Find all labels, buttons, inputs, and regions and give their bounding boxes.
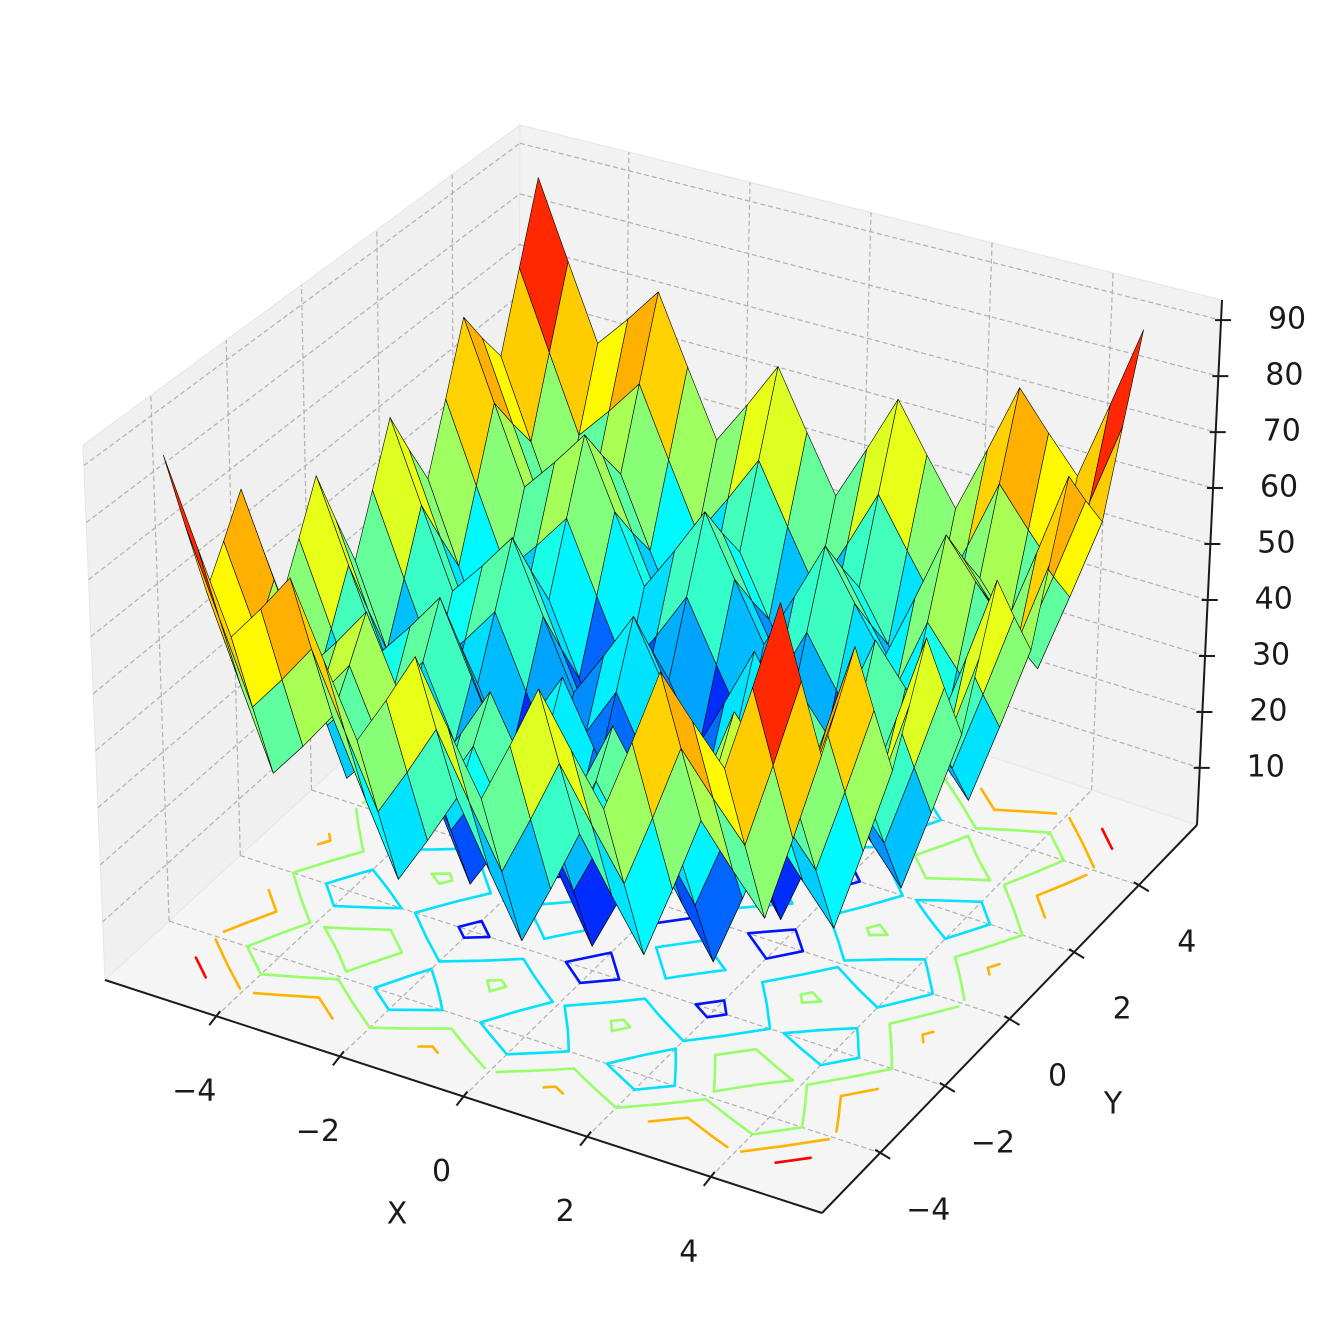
z-tick-label: 10	[1247, 749, 1285, 784]
grid-line	[519, 142, 1222, 321]
grid-line	[710, 789, 1093, 1178]
surface-face	[414, 656, 470, 803]
grid-line	[97, 446, 520, 809]
grid-line	[99, 497, 519, 866]
grid-line	[83, 142, 521, 467]
surface-face	[878, 398, 928, 551]
grid-line	[88, 244, 520, 581]
z-axis-line	[1196, 299, 1223, 826]
surface-face	[566, 434, 616, 597]
surface-face	[948, 579, 998, 738]
z-tick-label: 90	[1268, 302, 1306, 337]
surface-face	[163, 454, 220, 618]
x-tick	[332, 1050, 345, 1066]
z-tick-label: 50	[1257, 526, 1295, 561]
x-tick-label: 0	[432, 1154, 451, 1189]
surface-face	[519, 177, 569, 353]
surface-face	[289, 577, 346, 732]
surface-face	[659, 671, 714, 799]
z-tick-label: 40	[1255, 582, 1293, 617]
grid-line	[519, 243, 1216, 433]
x-tick-label: 4	[679, 1234, 698, 1269]
grid-line	[586, 750, 975, 1138]
y-tick	[1133, 881, 1150, 893]
surface-face	[538, 688, 593, 826]
grid-line	[85, 193, 521, 524]
y-axis-label: Y	[1103, 1087, 1123, 1122]
surface-face	[927, 534, 976, 670]
y-tick	[939, 1082, 956, 1093]
grid-line	[90, 294, 520, 638]
grid-line	[240, 854, 946, 1087]
x-tick	[455, 1090, 469, 1107]
surface-face	[298, 475, 349, 629]
y-tick-label: 0	[1048, 1059, 1067, 1094]
grid-line	[1091, 272, 1114, 791]
y-tick-label: 2	[1113, 992, 1132, 1027]
surface-face	[1089, 329, 1144, 503]
grid-line	[168, 920, 881, 1154]
surface-face	[372, 417, 422, 579]
z-tick-label: 60	[1260, 470, 1298, 505]
y-tick-label: −4	[906, 1192, 950, 1227]
surface-face	[494, 537, 544, 692]
z-tick-label: 70	[1263, 414, 1301, 449]
surface-face	[445, 316, 495, 486]
y-tick	[1003, 1015, 1021, 1026]
grid-line	[518, 547, 1200, 769]
z-tick-label: 20	[1249, 693, 1287, 728]
x-tick-label: 2	[556, 1194, 575, 1229]
grid-line	[519, 193, 1219, 377]
surface-face	[879, 637, 927, 787]
contour-line	[194, 647, 1114, 1164]
surface-face	[806, 545, 855, 691]
z-tick-label: 80	[1265, 358, 1303, 393]
x-tick-label: −4	[172, 1074, 216, 1109]
surface-face	[752, 602, 802, 766]
x-tick-label: −2	[296, 1114, 340, 1149]
y-tick-label: −2	[971, 1125, 1015, 1160]
surface-face	[1017, 475, 1070, 642]
x-axis-label: X	[387, 1197, 408, 1232]
surface-face	[999, 387, 1049, 531]
surface-face	[638, 291, 688, 461]
y-tick	[1068, 948, 1085, 959]
x-tick	[579, 1131, 592, 1147]
y-tick-label: 4	[1177, 925, 1196, 960]
y-tick	[874, 1148, 891, 1160]
z-tick-label: 30	[1252, 637, 1290, 672]
surface-face	[686, 511, 735, 666]
surface-face	[422, 597, 473, 743]
x-tick	[208, 1010, 222, 1026]
surface-face	[758, 366, 808, 527]
x-tick	[702, 1171, 716, 1187]
